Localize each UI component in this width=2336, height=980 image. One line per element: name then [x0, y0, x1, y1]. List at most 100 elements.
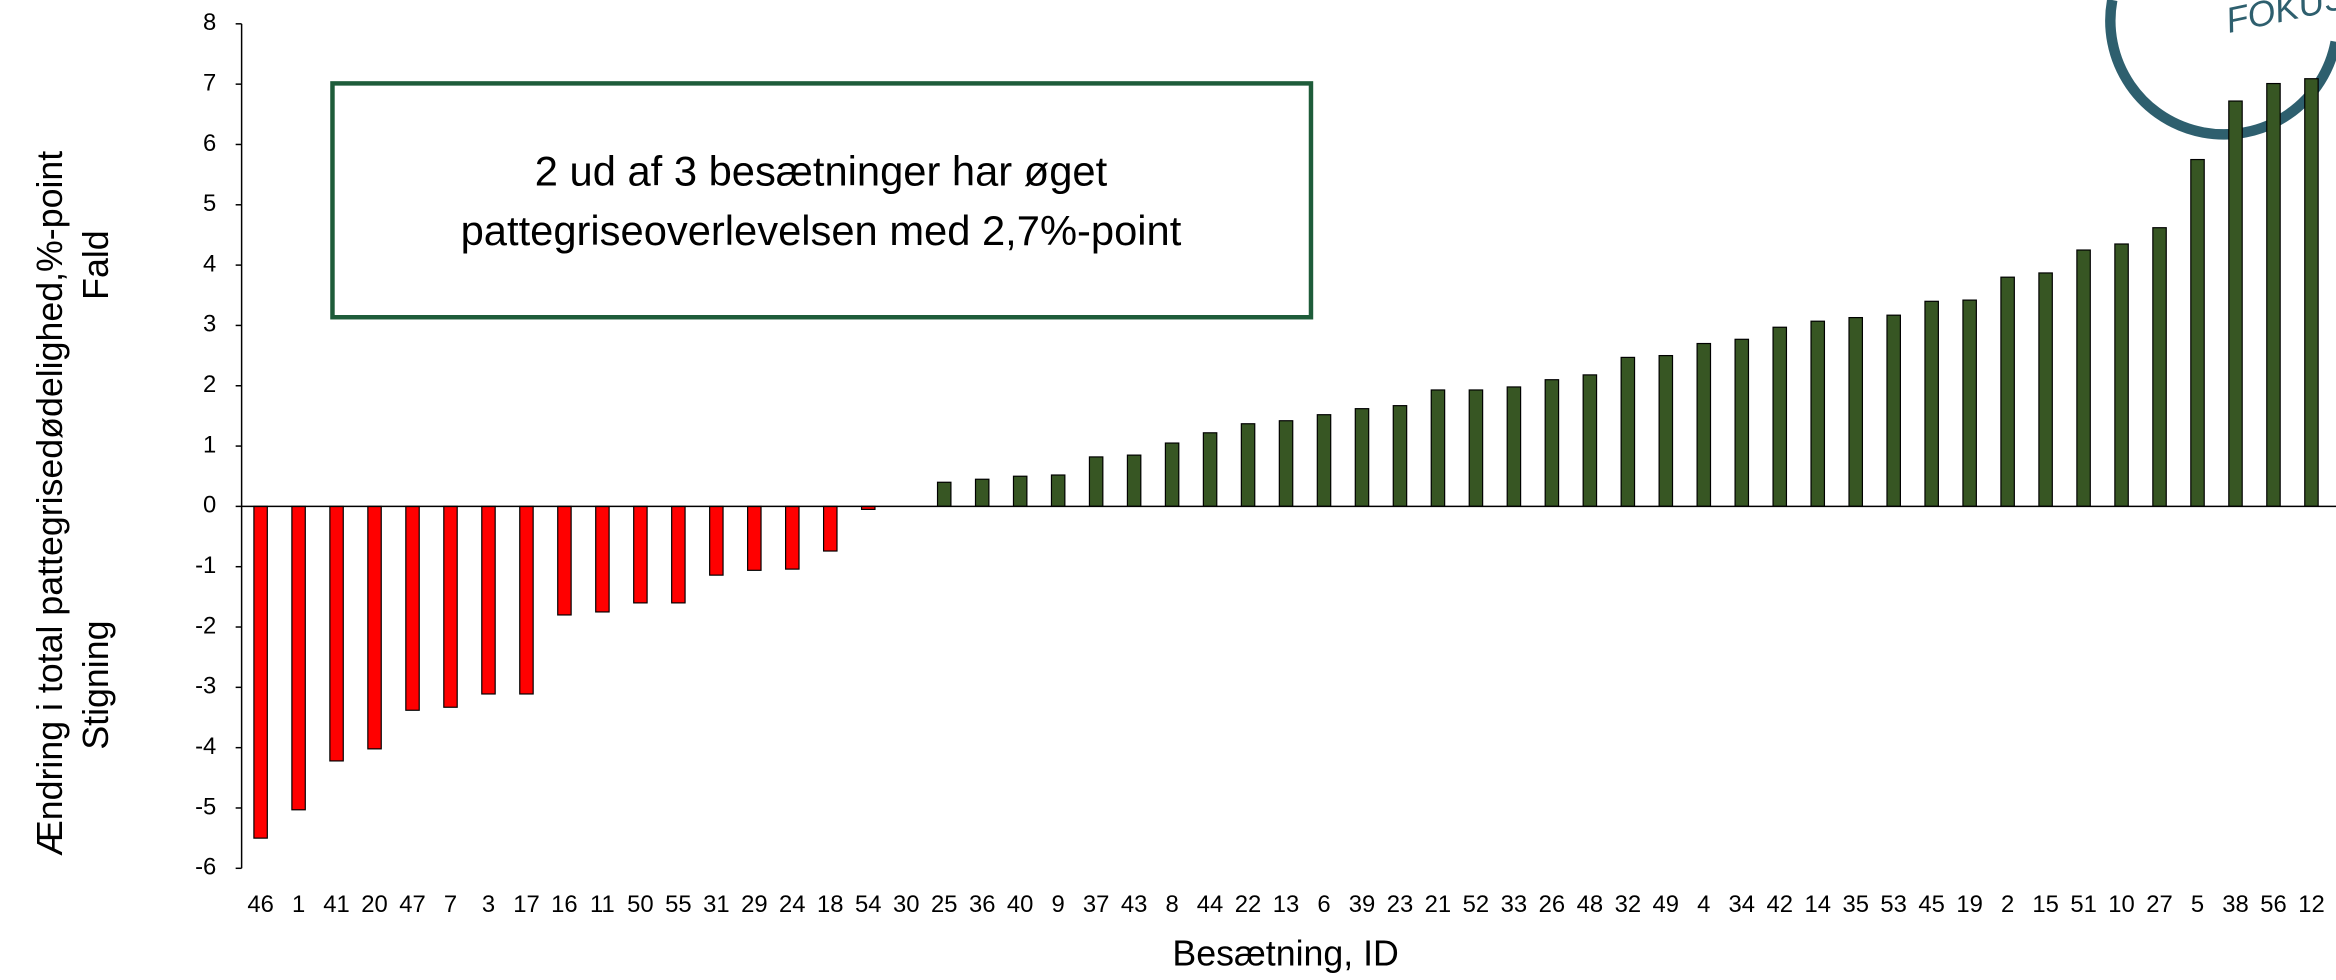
annotation-box [330, 81, 1314, 320]
bar [1126, 454, 1142, 507]
bar [1810, 320, 1826, 507]
y-tick-label: -1 [195, 552, 216, 579]
x-tick-label: 39 [1349, 891, 1376, 918]
x-tick-label: 1 [292, 891, 305, 918]
bar [443, 505, 458, 708]
x-tick-label: 30 [893, 891, 920, 918]
x-tick-label: 20 [361, 891, 387, 918]
bar [1164, 442, 1180, 507]
x-tick-label: 23 [1387, 891, 1413, 918]
bar [1278, 420, 1294, 507]
x-tick-label: 50 [627, 891, 654, 918]
x-tick-label: 32 [1615, 891, 1642, 918]
y-tick-label: -3 [195, 673, 216, 700]
x-tick-label: 35 [1842, 891, 1869, 918]
x-tick-label: 37 [1083, 891, 1110, 918]
bar [253, 505, 268, 839]
x-tick-label: 46 [247, 891, 274, 918]
x-tick-label: 49 [1653, 891, 1680, 918]
x-tick-label: 16 [551, 891, 578, 918]
bar [822, 505, 838, 552]
bar [1658, 354, 1674, 507]
y-axis-title: Ændring i total pattegrisedødelighed,%-p… [30, 151, 70, 856]
bar [785, 505, 800, 570]
x-tick-label: 34 [1729, 891, 1756, 918]
x-tick-label: 51 [2070, 891, 2097, 918]
bar [1088, 456, 1104, 507]
bar [1240, 423, 1256, 507]
bar [1392, 405, 1408, 507]
bar [405, 505, 420, 711]
x-tick-label: 15 [2032, 891, 2059, 918]
bar [747, 505, 762, 571]
bar [2038, 272, 2053, 507]
bar [1734, 338, 1750, 507]
y-tick-label: 4 [203, 250, 216, 277]
x-tick-label: 4 [1697, 891, 1710, 918]
x-tick-label: 54 [855, 891, 881, 918]
x-tick-label: 8 [1165, 891, 1178, 918]
x-tick-label: 7 [444, 891, 457, 918]
x-tick-label: 27 [2146, 891, 2173, 918]
bar [1316, 414, 1332, 507]
x-axis-title: Besætning, ID [1172, 934, 1398, 974]
logo-text: FOKUS [2222, 0, 2336, 41]
bar [595, 505, 610, 613]
x-tick-label: 19 [1956, 891, 1983, 918]
y-tick-label: -2 [195, 612, 216, 639]
bar [1886, 314, 1901, 507]
y-tick-label: 8 [203, 9, 216, 36]
x-tick-label: 14 [1804, 891, 1831, 918]
bar [1050, 474, 1066, 507]
y-tick-label: -5 [195, 793, 216, 820]
x-tick-label: 33 [1501, 891, 1528, 918]
bar [974, 478, 990, 507]
bar [519, 505, 534, 695]
x-tick-label: 5 [2191, 891, 2204, 918]
annotation-line: pattegriseoverlevelsen med 2,7%-point [461, 207, 1182, 254]
bar [291, 505, 306, 811]
x-tick-label: 38 [2222, 891, 2249, 918]
bar [671, 505, 686, 604]
annotation-line: 2 ud af 3 besætninger har øget [535, 147, 1108, 194]
y-annotation: Stigning [76, 621, 116, 750]
y-tick-label: 0 [203, 492, 216, 519]
x-tick-label: 44 [1197, 891, 1224, 918]
bar [1202, 432, 1218, 507]
y-tick-label: 2 [203, 371, 216, 398]
x-tick-label: 41 [323, 891, 350, 918]
x-tick-label: 31 [703, 891, 729, 918]
x-tick-label: 18 [817, 891, 844, 918]
bar [1772, 326, 1788, 507]
x-tick-label: 25 [931, 891, 958, 918]
y-tick-label: -6 [195, 854, 216, 881]
bar [2114, 243, 2129, 507]
bar [936, 481, 952, 507]
x-tick-label: 29 [741, 891, 768, 918]
bar [481, 505, 496, 695]
y-tick-label: 5 [203, 190, 216, 217]
bar [1696, 342, 1712, 507]
y-tick-label: -4 [195, 733, 216, 760]
x-tick-label: 9 [1052, 891, 1065, 918]
x-tick-label: 40 [1007, 891, 1033, 918]
x-tick-label: 11 [590, 891, 615, 918]
bar [633, 505, 648, 604]
bar [2190, 158, 2205, 507]
bar [2266, 82, 2281, 507]
y-annotation: Fald [76, 230, 116, 300]
bar [1962, 299, 1977, 507]
bar [1354, 408, 1370, 507]
bar [367, 505, 382, 750]
x-tick-label: 53 [1880, 891, 1907, 918]
x-tick-label: 22 [1235, 891, 1261, 918]
bar [709, 505, 724, 576]
x-tick-label: 56 [2260, 891, 2287, 918]
bar [1620, 356, 1636, 507]
x-tick-label: 48 [1577, 891, 1604, 918]
x-tick-label: 3 [482, 891, 495, 918]
x-tick-label: 42 [1767, 891, 1794, 918]
x-tick-label: 26 [1539, 891, 1566, 918]
x-tick-label: 10 [2108, 891, 2135, 918]
